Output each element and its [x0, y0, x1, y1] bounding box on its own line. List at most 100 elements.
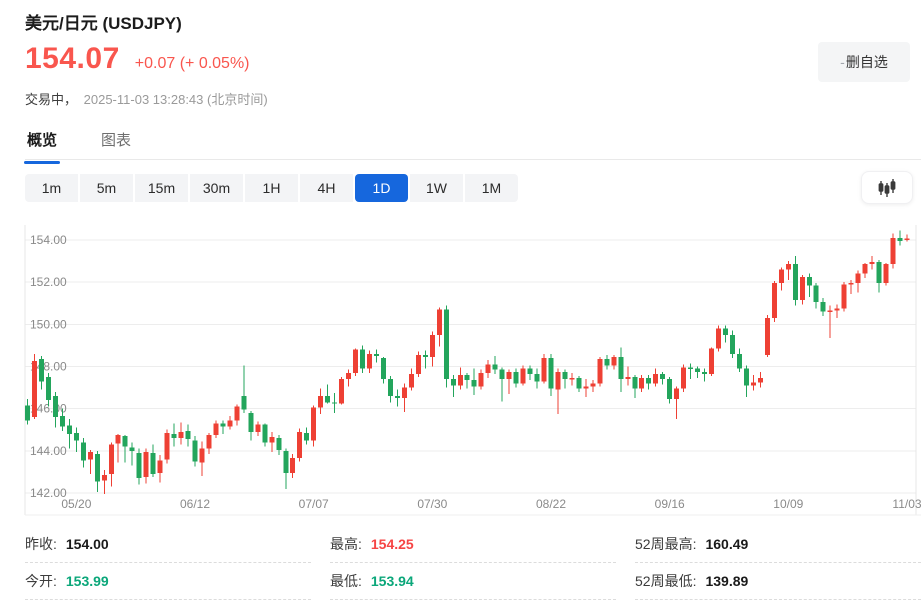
candle-body-08/28: [576, 378, 582, 389]
candle-wick-08/04: [452, 374, 454, 398]
candle-body-06/06: [164, 432, 170, 460]
candle-body-11/03: [904, 238, 910, 241]
stat-low-label: 最低:: [330, 573, 362, 589]
interval-button-5m[interactable]: 5m: [80, 174, 133, 202]
candle-body-07/21: [380, 358, 386, 380]
candle-body-05/28: [115, 435, 121, 444]
interval-button-1m[interactable]: 1m: [25, 174, 78, 202]
candle-body-09/04: [611, 357, 617, 366]
tab-bar: 概览 图表: [24, 129, 133, 164]
candle-body-09/08: [625, 377, 631, 380]
candle-wick-08/13: [501, 367, 503, 402]
interval-button-30m[interactable]: 30m: [190, 174, 243, 202]
candle-body-05/29: [122, 436, 128, 447]
y-axis-label: 142.00: [30, 486, 67, 500]
candle-body-10/09: [785, 264, 791, 270]
candle-body-08/21: [541, 358, 547, 382]
stats-column-0: 昨收: 154.00 今开: 153.99: [25, 526, 311, 600]
candle-body-09/17: [674, 388, 680, 400]
trading-status: 交易中，: [25, 92, 78, 107]
candle-body-09/30: [736, 353, 742, 369]
candle-body-08/19: [527, 368, 533, 374]
candle-body-09/16: [667, 379, 673, 400]
candle-body-10/29: [883, 264, 889, 284]
candle-wick-09/17: [676, 386, 678, 420]
candle-body-09/26: [723, 328, 728, 335]
active-tab-underline: [24, 161, 61, 164]
candle-body-09/10: [639, 378, 645, 389]
candle-body-10/02: [750, 382, 756, 386]
stat-wk52-high-value: 160.49: [705, 536, 749, 552]
price-chart[interactable]: 154.00152.00150.00148.00146.00144.00142.…: [0, 218, 921, 520]
candle-body-08/26: [562, 371, 568, 380]
status-row: 交易中， 2025-11-03 13:28:43 (北京时间): [25, 89, 268, 108]
candle-body-10/01: [743, 368, 749, 386]
candle-wick-10/20: [836, 304, 838, 319]
candle-body-05/22: [87, 451, 93, 460]
candle-wick-05/29: [124, 435, 126, 463]
candle-body-10/30: [890, 237, 896, 265]
chart-type-button[interactable]: [861, 171, 913, 204]
candle-body-09/02: [597, 359, 603, 384]
interval-button-1h[interactable]: 1H: [245, 174, 298, 202]
interval-button-1w[interactable]: 1W: [410, 174, 463, 202]
candle-wick-11/03: [906, 234, 908, 242]
candle-body-05/23: [94, 453, 100, 482]
candle-body-09/29: [729, 334, 735, 354]
candle-body-08/11: [485, 364, 491, 373]
y-axis-label: 144.00: [30, 444, 67, 458]
stat-low: 最低: 153.94: [330, 563, 616, 600]
last-price: 154.07: [25, 42, 120, 75]
candle-body-07/03: [297, 431, 303, 459]
candle-body-09/09: [632, 377, 638, 389]
interval-button-1d[interactable]: 1D: [355, 174, 408, 202]
interval-button-1m[interactable]: 1M: [465, 174, 518, 202]
candle-body-10/31: [897, 237, 903, 242]
candle-wick-10/17: [829, 305, 831, 339]
remove-watchlist-button[interactable]: -删自选: [818, 42, 910, 82]
candle-wick-05/28: [117, 433, 119, 463]
candle-body-08/29: [583, 386, 589, 389]
tab-overview[interactable]: 概览: [24, 129, 61, 164]
candle-wick-10/09: [787, 261, 789, 281]
interval-button-4h[interactable]: 4H: [300, 174, 353, 202]
candle-wick-07/09: [327, 384, 329, 404]
candle-body-08/06: [464, 374, 470, 381]
candle-body-08/07: [471, 380, 477, 387]
candle-body-09/11: [646, 378, 652, 384]
candle-body-08/04: [450, 379, 456, 386]
candle-body-08/13: [499, 369, 505, 380]
price-change: +0.07 (+ 0.05%): [134, 55, 250, 72]
candle-body-10/13: [799, 276, 805, 301]
candle-body-07/16: [360, 349, 366, 369]
candle-body-06/19: [227, 420, 233, 427]
candle-body-09/15: [660, 373, 666, 380]
candle-body-10/22: [848, 283, 854, 285]
candle-body-06/11: [185, 430, 191, 440]
candle-body-08/20: [534, 373, 540, 382]
candle-wick-09/22: [697, 366, 699, 379]
candle-wick-09/08: [627, 366, 629, 386]
stat-open: 今开: 153.99: [25, 563, 311, 600]
candle-body-06/10: [178, 431, 184, 439]
candle-body-06/26: [262, 424, 268, 443]
y-axis-label: 154.00: [30, 233, 67, 247]
candle-body-09/03: [604, 359, 610, 366]
candle-body-06/23: [241, 396, 247, 410]
candle-body-09/18: [681, 367, 687, 389]
candle-body-10/16: [820, 302, 826, 312]
x-axis-label: 09/16: [655, 497, 685, 511]
price-row: 154.07 +0.07 (+ 0.05%): [25, 42, 250, 76]
tab-chart[interactable]: 图表: [101, 132, 132, 149]
candle-body-06/03: [143, 451, 149, 478]
candle-body-10/03: [757, 378, 763, 383]
x-axis-label: 11/03: [892, 497, 921, 511]
candle-body-07/02: [290, 458, 296, 473]
candle-body-06/09: [171, 433, 177, 439]
candle-wick-05/30: [131, 442, 133, 466]
candle-body-05/19: [66, 425, 72, 434]
candle-body-05/26: [101, 475, 107, 481]
candle-body-09/19: [688, 367, 694, 369]
candle-wick-10/22: [850, 280, 852, 294]
interval-button-15m[interactable]: 15m: [135, 174, 188, 202]
